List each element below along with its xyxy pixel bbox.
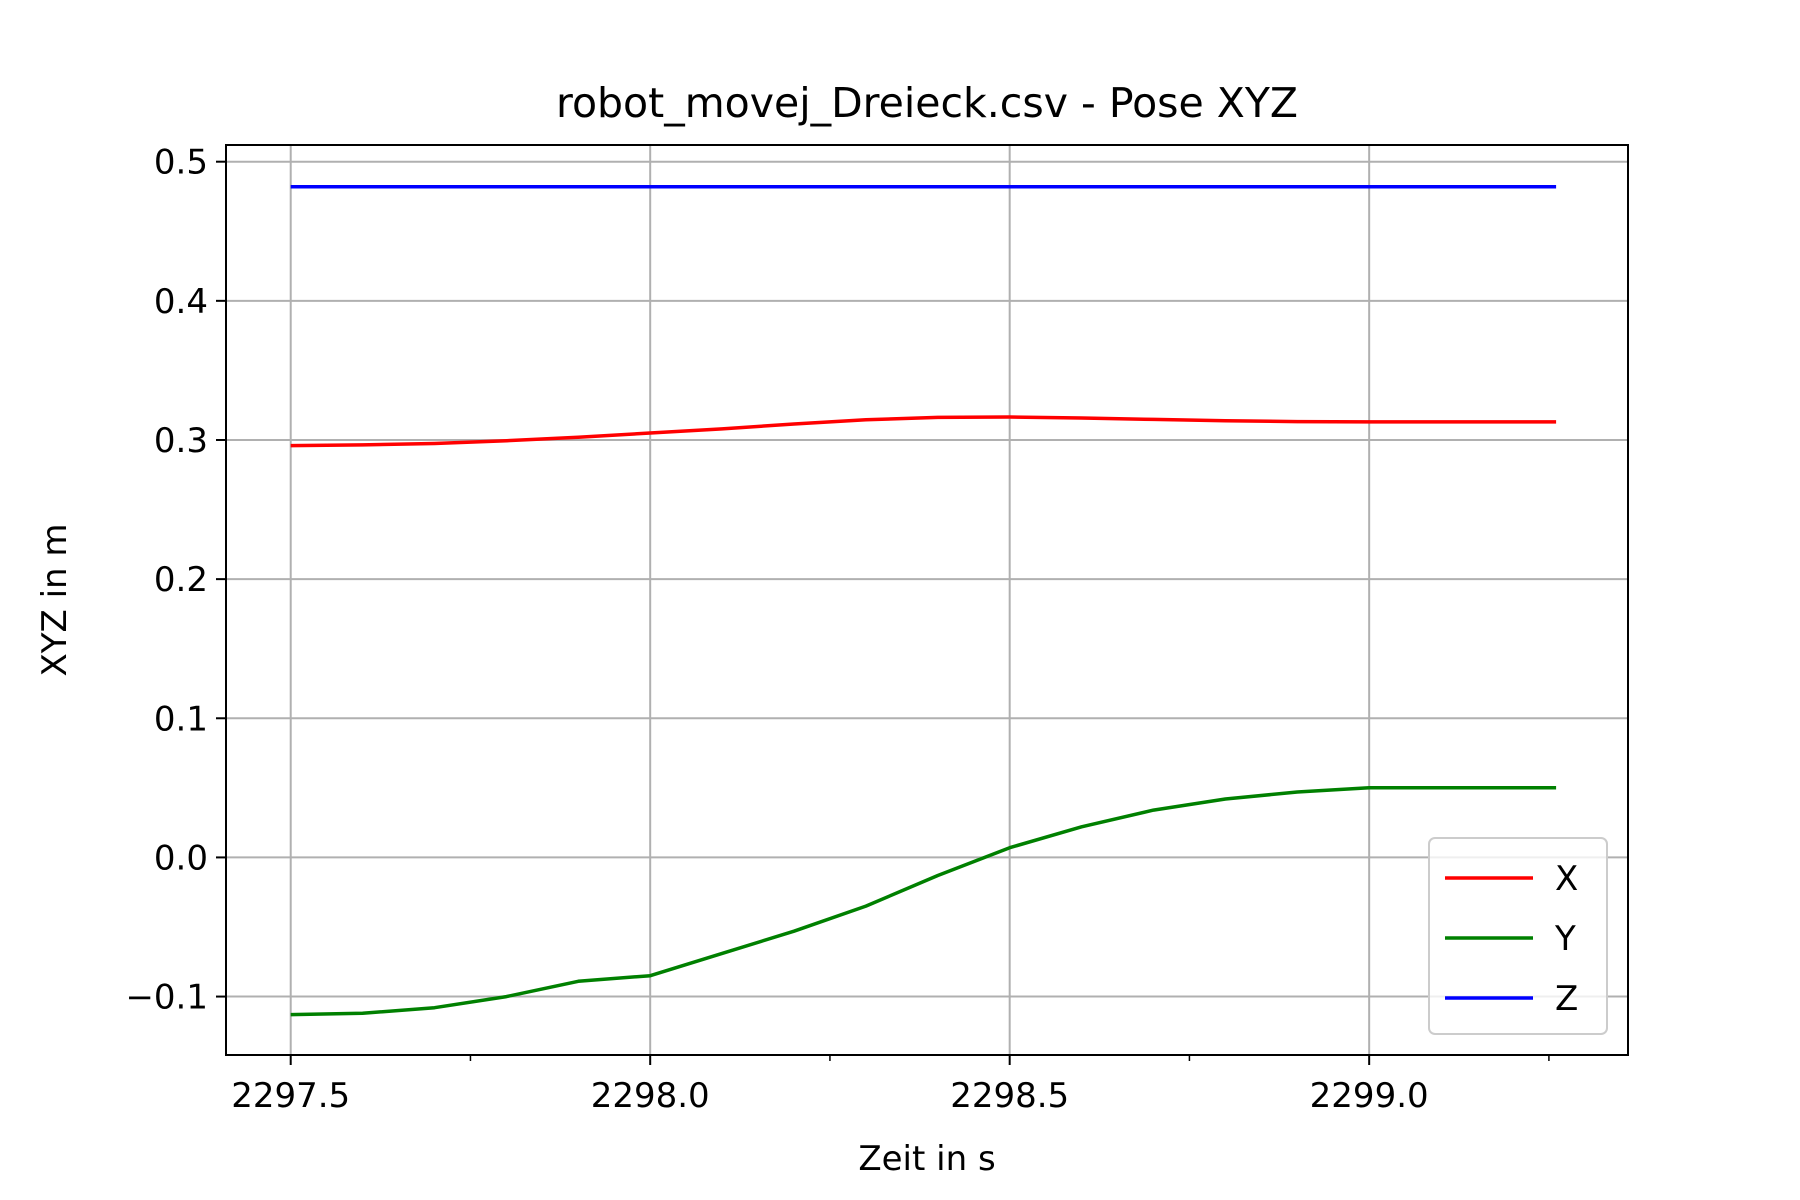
x-tick-label: 2298.5 — [950, 1076, 1069, 1116]
x-tick-label: 2298.0 — [591, 1076, 710, 1116]
plot-frame — [225, 144, 1629, 1056]
y-tick-label: 0.5 — [154, 143, 208, 183]
series-line-x — [290, 415, 1557, 448]
legend-label-y: Y — [1554, 919, 1576, 959]
series-lines — [290, 184, 1557, 1017]
y-tick-label: 0.1 — [154, 699, 208, 739]
legend: XYZ — [1428, 837, 1608, 1035]
y-tick-label: −0.1 — [125, 978, 208, 1018]
y-tick-label: 0.0 — [154, 838, 208, 878]
y-axis-label: XYZ in m — [35, 523, 75, 676]
legend-label-z: Z — [1555, 979, 1578, 1019]
ticks: 2297.5 2298.0 2298.5 2299.0 −0.1 0.0 0.1 0.2 0.3… — [125, 143, 1550, 1116]
y-tick-label: 0.2 — [154, 560, 208, 600]
grid — [226, 145, 1628, 1055]
y-tick-label: 0.3 — [154, 421, 208, 461]
y-tick-label: 0.4 — [154, 282, 208, 322]
x-tick-label: 2297.5 — [231, 1076, 350, 1116]
legend-box — [1428, 837, 1608, 1035]
series-line-y — [290, 786, 1557, 1017]
chart-title: robot_movej_Dreieck.csv - Pose XYZ — [556, 79, 1298, 127]
legend-label-x: X — [1555, 859, 1578, 899]
x-axis-label: Zeit in s — [858, 1139, 995, 1179]
x-tick-label: 2299.0 — [1310, 1076, 1429, 1116]
